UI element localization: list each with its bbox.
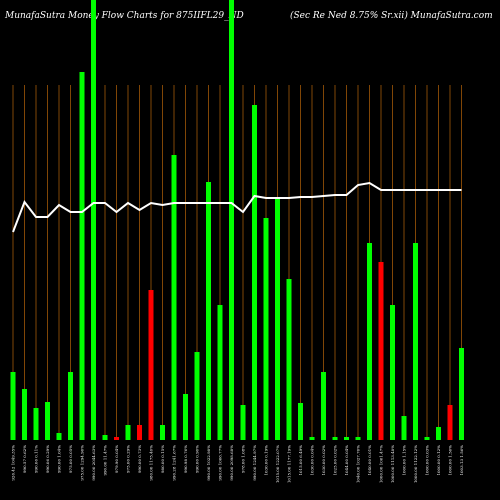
bar bbox=[206, 182, 211, 440]
bar bbox=[436, 427, 441, 440]
bar bbox=[424, 437, 430, 440]
bar bbox=[355, 437, 361, 440]
x-tick-label: 979.90 0.04% bbox=[114, 445, 119, 473]
bar bbox=[298, 403, 303, 440]
x-tick-label: 975.00 0.29% bbox=[126, 445, 131, 473]
bar bbox=[160, 425, 165, 440]
bar bbox=[344, 437, 349, 440]
x-tick-label: 1025.00 0.02% bbox=[333, 445, 338, 476]
x-tick-label: 1030.00 0.02% bbox=[321, 445, 326, 476]
bar bbox=[229, 0, 234, 440]
x-tick-label: 926.42 1049.35% bbox=[11, 445, 16, 481]
bar bbox=[240, 405, 246, 440]
x-tick-label: 978.00 1.08% bbox=[241, 445, 246, 473]
chart-title: MunafaSutra Money Flow Charts for 875IIF… bbox=[4, 11, 244, 21]
x-tick-label: 990.00 2098.68% bbox=[229, 445, 234, 481]
bar bbox=[68, 372, 73, 440]
bar bbox=[217, 305, 223, 440]
bar bbox=[79, 72, 85, 440]
x-tick-label: 990.28 1241.67% bbox=[172, 445, 177, 481]
bar bbox=[137, 425, 142, 440]
x-tick-label: 990.00 1.04% bbox=[57, 445, 62, 473]
x-tick-label: 1040.00 0.01% bbox=[367, 445, 372, 476]
x-tick-label: 1015.00 6.49% bbox=[298, 445, 303, 476]
x-tick-label: 1000.00 0.12% bbox=[436, 445, 441, 476]
bar bbox=[102, 435, 108, 440]
x-tick-label: 990.57 0.62% bbox=[22, 445, 27, 473]
bar bbox=[91, 0, 96, 440]
x-tick-label: 990.00 1244.97% bbox=[252, 445, 257, 481]
x-tick-label: 975.00 0.05% bbox=[68, 445, 73, 473]
chart-subtitle: (Sec Re Ned 8.75% Sr.xii) MunafaSutra.co… bbox=[290, 10, 493, 21]
price-line bbox=[12, 181, 462, 233]
x-tick-label: 1040.00 1027.76% bbox=[356, 445, 361, 483]
x-tick-label: 980.00 0.15% bbox=[160, 445, 165, 473]
bar bbox=[447, 405, 453, 440]
x-tick-label: 990.00 1022.98% bbox=[206, 445, 211, 481]
bar bbox=[183, 394, 188, 440]
bar bbox=[332, 437, 338, 440]
x-tick-label: 990.00 11.47% bbox=[103, 445, 108, 476]
x-tick-label: 1030.00 0.19% bbox=[264, 445, 269, 476]
bar bbox=[321, 372, 326, 440]
bar bbox=[56, 433, 62, 440]
x-tick-label: 1000.00 1122.12% bbox=[413, 445, 418, 483]
x-tick-label: 975.00 1294.96% bbox=[80, 445, 85, 481]
bar bbox=[171, 155, 177, 440]
bar bbox=[263, 218, 269, 440]
x-tick-label: 1015.00 1177.19% bbox=[287, 445, 292, 483]
x-tick-label: 990.00 1066.77% bbox=[218, 445, 223, 481]
bar bbox=[125, 425, 131, 440]
bar bbox=[22, 389, 27, 440]
bar bbox=[114, 437, 119, 440]
x-tick-label: 990.98 0.76% bbox=[183, 445, 188, 473]
bar bbox=[401, 416, 407, 440]
bar bbox=[367, 243, 372, 440]
x-tick-label: 1000.00 0.03% bbox=[425, 445, 430, 476]
bar bbox=[148, 290, 154, 440]
bar bbox=[286, 279, 292, 440]
x-tick-label: 1015.00 1222.07% bbox=[275, 445, 280, 483]
x-tick-label: 1000.00 1.15% bbox=[402, 445, 407, 476]
bar bbox=[33, 408, 39, 440]
x-tick-label: 990.00 2044.63% bbox=[91, 445, 96, 481]
bar bbox=[275, 197, 280, 440]
x-tick-label: 1044.00 0.04% bbox=[344, 445, 349, 476]
x-tick-label: 980.00 1175.40% bbox=[149, 445, 154, 481]
bar bbox=[413, 243, 418, 440]
x-tick-label: 1000.00 1113.48% bbox=[390, 445, 395, 483]
bar bbox=[390, 305, 395, 440]
x-tick-label: 1030.00 0.04% bbox=[310, 445, 315, 476]
bar bbox=[194, 352, 200, 440]
bar bbox=[252, 105, 257, 440]
x-tick-label: 990.00 0.90% bbox=[195, 445, 200, 473]
x-tick-label: 1003.13 1.56% bbox=[459, 445, 464, 476]
x-tick-label: 1000.00 1.56% bbox=[448, 445, 453, 476]
x-tick-label: 990.06 0.11% bbox=[34, 445, 39, 473]
x-tick-label: 990.00 0.73% bbox=[137, 445, 142, 473]
x-tick-label: 990.06 0.29% bbox=[45, 445, 50, 473]
bar bbox=[459, 348, 464, 440]
bar bbox=[10, 372, 16, 440]
bar bbox=[309, 437, 315, 440]
bar bbox=[378, 262, 384, 440]
x-tick-label: 1000.00 1061.47% bbox=[379, 445, 384, 483]
bar bbox=[45, 402, 50, 440]
